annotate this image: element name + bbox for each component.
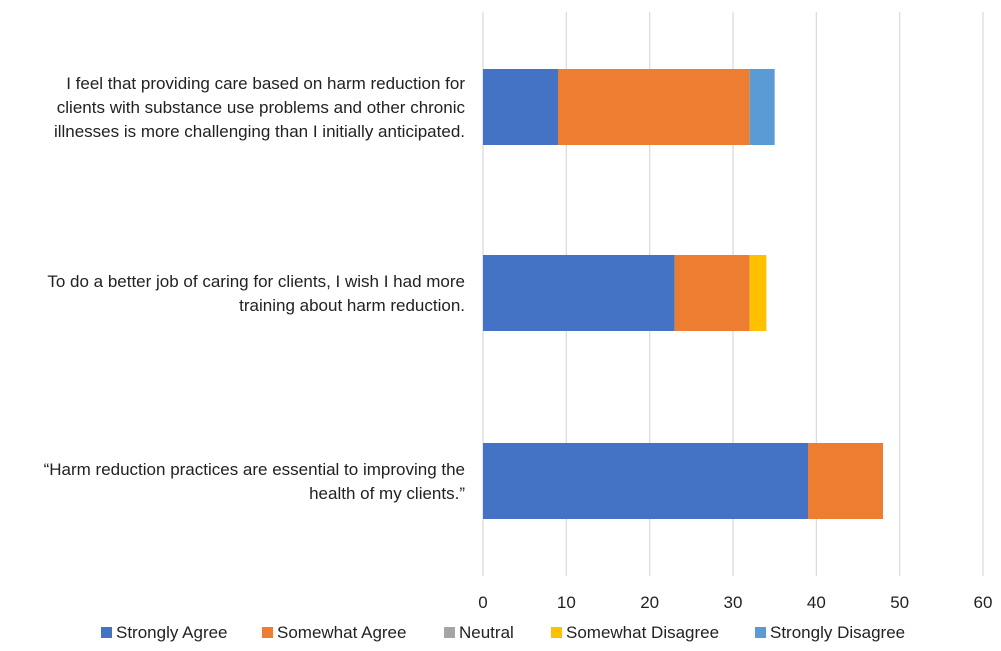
legend-swatch [755, 627, 766, 638]
x-tick-label: 40 [807, 593, 826, 612]
category-label: training about harm reduction. [239, 296, 465, 315]
legend-label: Neutral [459, 623, 514, 642]
x-tick-label: 60 [974, 593, 993, 612]
x-tick-label: 30 [724, 593, 743, 612]
category-label: “Harm reduction practices are essential … [44, 460, 465, 479]
bar-segment-strongly-agree [483, 443, 808, 519]
x-tick-label: 50 [890, 593, 909, 612]
legend-label: Somewhat Disagree [566, 623, 719, 642]
x-tick-label: 0 [478, 593, 487, 612]
legend-label: Strongly Agree [116, 623, 228, 642]
bar-segment-strongly-disagree [749, 69, 775, 145]
x-tick-label: 20 [640, 593, 659, 612]
category-label: I feel that providing care based on harm… [66, 74, 465, 93]
category-label: illnesses is more challenging than I ini… [54, 122, 465, 141]
legend-item-neutral: Neutral [444, 623, 514, 642]
legend-swatch [551, 627, 562, 638]
legend-item-strongly-agree: Strongly Agree [101, 623, 228, 642]
bar-segment-somewhat-agree [674, 255, 750, 331]
legend-swatch [101, 627, 112, 638]
x-axis: 0 10 20 30 40 50 60 [478, 593, 992, 612]
category-labels: I feel that providing care based on harm… [44, 74, 466, 503]
category-label: clients with substance use problems and … [57, 98, 466, 117]
bar-segment-somewhat-agree [558, 69, 750, 145]
bars [483, 69, 883, 519]
legend: Strongly Agree Somewhat Agree Neutral Somew… [101, 623, 905, 642]
legend-swatch [262, 627, 273, 638]
legend-item-somewhat-agree: Somewhat Agree [262, 623, 406, 642]
legend-item-somewhat-disagree: Somewhat Disagree [551, 623, 719, 642]
category-label: health of my clients.” [309, 484, 465, 503]
legend-label: Strongly Disagree [770, 623, 905, 642]
legend-item-strongly-disagree: Strongly Disagree [755, 623, 905, 642]
x-tick-label: 10 [557, 593, 576, 612]
bar-segment-somewhat-disagree [749, 255, 767, 331]
bar-segment-strongly-agree [483, 255, 675, 331]
legend-label: Somewhat Agree [277, 623, 406, 642]
bar-segment-strongly-agree [483, 69, 558, 145]
bar-segment-somewhat-agree [808, 443, 883, 519]
category-label: To do a better job of caring for clients… [47, 272, 465, 291]
legend-swatch [444, 627, 455, 638]
